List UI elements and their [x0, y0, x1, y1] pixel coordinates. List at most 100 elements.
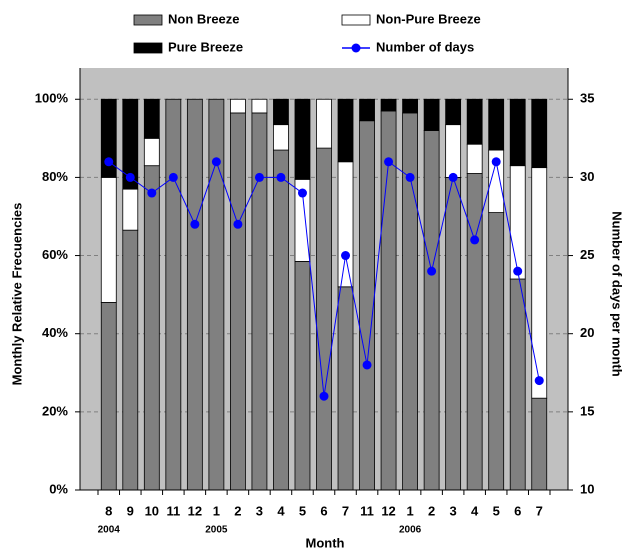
x-tick-label: 5	[493, 503, 500, 518]
bar-segment	[165, 98, 182, 491]
y-tick-label: 20%	[42, 403, 68, 418]
bar-segment	[445, 177, 462, 491]
legend-marker	[351, 43, 361, 53]
y2-tick-label: 10	[580, 481, 594, 496]
legend-label: Pure Breeze	[168, 39, 243, 54]
line-marker	[211, 157, 221, 167]
bar-segment	[466, 98, 483, 145]
y2-tick-label: 35	[580, 91, 594, 106]
x-tick-label: 12	[381, 503, 395, 518]
bar-segment	[402, 112, 418, 491]
line-marker	[491, 157, 501, 167]
x-tick-label: 7	[342, 503, 349, 518]
line-marker	[362, 360, 372, 370]
x-tick-label: 3	[450, 503, 457, 518]
bar-segment	[466, 143, 483, 174]
bar-segment	[122, 98, 139, 190]
x-group-label: 2005	[205, 525, 228, 536]
line-marker	[384, 157, 394, 167]
bar-segment	[273, 124, 289, 151]
bar-segment	[316, 98, 332, 149]
line-marker	[254, 172, 264, 182]
bar-segment	[531, 167, 548, 399]
bar-segment	[337, 98, 354, 163]
x-tick-label: 5	[299, 503, 306, 518]
line-marker	[427, 266, 437, 276]
x-tick-label: 11	[360, 503, 374, 518]
x-tick-label: 1	[213, 503, 220, 518]
y2-tick-label: 20	[580, 325, 594, 340]
bar-segment	[230, 98, 246, 114]
line-marker	[513, 266, 523, 276]
x-group-label: 2006	[399, 525, 422, 536]
bar-segment	[337, 161, 354, 288]
bar-segment	[143, 137, 160, 167]
bar-segment	[273, 149, 289, 491]
legend-swatch	[133, 14, 163, 26]
bar-segment	[186, 98, 203, 491]
bar-segment	[316, 147, 332, 491]
x-tick-label: 10	[145, 503, 159, 518]
x-tick-label: 3	[256, 503, 263, 518]
y2-tick-label: 15	[580, 403, 594, 418]
line-marker	[405, 172, 415, 182]
bar-segment	[509, 278, 526, 491]
bar-segment	[380, 98, 397, 112]
bar-segment	[488, 212, 505, 491]
line-marker	[297, 188, 307, 198]
bar-segment	[230, 112, 246, 491]
bar-segment	[251, 98, 268, 114]
x-tick-label: 9	[127, 503, 134, 518]
legend-swatch	[341, 14, 371, 26]
bar-segment	[509, 98, 526, 167]
x-tick-label: 12	[188, 503, 202, 518]
line-marker	[104, 157, 114, 167]
line-marker	[190, 219, 200, 229]
line-marker	[147, 188, 157, 198]
x-group-label: 2004	[98, 525, 121, 536]
x-tick-label: 4	[471, 503, 479, 518]
line-marker	[448, 172, 458, 182]
bar-segment	[423, 130, 440, 491]
legend-swatch	[133, 42, 163, 54]
y2-tick-label: 30	[580, 169, 594, 184]
x-tick-label: 4	[277, 503, 285, 518]
y2-tick-label: 25	[580, 247, 594, 262]
x-tick-label: 6	[514, 503, 521, 518]
y2-axis-title: Number of days per month	[610, 211, 625, 376]
line-marker	[125, 172, 135, 182]
bar-segment	[100, 177, 117, 303]
x-tick-label: 1	[406, 503, 413, 518]
y-tick-label: 0%	[49, 481, 68, 496]
bar-segment	[509, 165, 526, 280]
line-marker	[470, 235, 480, 245]
bar-segment	[337, 286, 354, 491]
line-marker	[276, 172, 286, 182]
bar-segment	[294, 261, 311, 491]
x-tick-label: 6	[320, 503, 327, 518]
legend-label: Non Breeze	[168, 11, 240, 26]
x-tick-label: 7	[536, 503, 543, 518]
line-marker	[534, 376, 544, 386]
x-axis-title: Month	[306, 535, 345, 550]
y-tick-label: 60%	[42, 247, 68, 262]
bar-segment	[423, 98, 440, 131]
line-marker	[341, 251, 351, 261]
y-tick-label: 100%	[35, 91, 69, 106]
bar-segment	[445, 98, 462, 126]
bar-segment	[531, 397, 548, 491]
bar-segment	[143, 98, 160, 139]
legend-label: Number of days	[376, 39, 474, 54]
bar-segment	[100, 98, 117, 178]
bar-segment	[488, 98, 505, 151]
x-tick-label: 2	[428, 503, 435, 518]
bar-segment	[380, 110, 397, 491]
bar-segment	[273, 98, 289, 126]
bar-segment	[100, 302, 117, 491]
bar-segment	[402, 98, 418, 114]
line-marker	[319, 391, 329, 401]
y-tick-label: 80%	[42, 169, 68, 184]
legend-label: Non-Pure Breeze	[376, 11, 481, 26]
bar-segment	[359, 120, 375, 491]
